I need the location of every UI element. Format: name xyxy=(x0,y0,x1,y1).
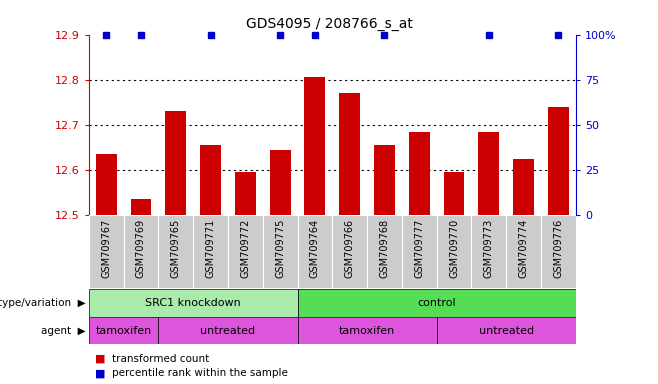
Bar xyxy=(513,159,534,215)
Bar xyxy=(443,172,465,215)
Text: GSM709772: GSM709772 xyxy=(240,219,250,278)
Bar xyxy=(340,93,360,215)
Bar xyxy=(200,145,221,215)
FancyBboxPatch shape xyxy=(506,215,541,288)
FancyBboxPatch shape xyxy=(228,215,263,288)
FancyBboxPatch shape xyxy=(297,317,437,344)
FancyBboxPatch shape xyxy=(541,215,576,288)
FancyBboxPatch shape xyxy=(471,215,506,288)
FancyBboxPatch shape xyxy=(89,317,159,344)
Bar xyxy=(96,154,116,215)
Text: GSM709767: GSM709767 xyxy=(101,219,111,278)
FancyBboxPatch shape xyxy=(437,317,576,344)
FancyBboxPatch shape xyxy=(437,215,471,288)
Text: GSM709774: GSM709774 xyxy=(519,219,528,278)
Text: untreated: untreated xyxy=(201,326,255,336)
Text: GSM709773: GSM709773 xyxy=(484,219,494,278)
Text: GSM709777: GSM709777 xyxy=(415,219,424,278)
FancyBboxPatch shape xyxy=(263,215,297,288)
FancyBboxPatch shape xyxy=(89,215,124,288)
FancyBboxPatch shape xyxy=(332,215,367,288)
Text: GSM709764: GSM709764 xyxy=(310,219,320,278)
Bar xyxy=(409,132,430,215)
Bar xyxy=(235,172,256,215)
Text: GSM709769: GSM709769 xyxy=(136,219,146,278)
Text: control: control xyxy=(417,298,456,308)
Bar xyxy=(305,78,325,215)
Text: GDS4095 / 208766_s_at: GDS4095 / 208766_s_at xyxy=(245,17,413,31)
Text: agent  ▶: agent ▶ xyxy=(41,326,86,336)
Text: percentile rank within the sample: percentile rank within the sample xyxy=(112,368,288,378)
FancyBboxPatch shape xyxy=(367,215,402,288)
Bar xyxy=(165,111,186,215)
Text: GSM709776: GSM709776 xyxy=(553,219,563,278)
Text: GSM709765: GSM709765 xyxy=(171,219,181,278)
Bar xyxy=(548,107,569,215)
FancyBboxPatch shape xyxy=(89,289,297,317)
Bar xyxy=(130,199,151,215)
Text: GSM709768: GSM709768 xyxy=(380,219,390,278)
Text: transformed count: transformed count xyxy=(112,354,209,364)
Text: ■: ■ xyxy=(95,354,106,364)
Bar xyxy=(478,132,499,215)
Text: GSM709771: GSM709771 xyxy=(205,219,216,278)
Text: GSM709770: GSM709770 xyxy=(449,219,459,278)
FancyBboxPatch shape xyxy=(297,289,576,317)
Text: untreated: untreated xyxy=(478,326,534,336)
Text: tamoxifen: tamoxifen xyxy=(95,326,152,336)
Bar xyxy=(270,150,291,215)
Text: tamoxifen: tamoxifen xyxy=(339,326,395,336)
Text: GSM709775: GSM709775 xyxy=(275,219,285,278)
Bar xyxy=(374,145,395,215)
FancyBboxPatch shape xyxy=(402,215,437,288)
FancyBboxPatch shape xyxy=(159,317,297,344)
Text: genotype/variation  ▶: genotype/variation ▶ xyxy=(0,298,86,308)
Text: GSM709766: GSM709766 xyxy=(345,219,355,278)
FancyBboxPatch shape xyxy=(193,215,228,288)
FancyBboxPatch shape xyxy=(124,215,159,288)
FancyBboxPatch shape xyxy=(159,215,193,288)
FancyBboxPatch shape xyxy=(297,215,332,288)
Text: SRC1 knockdown: SRC1 knockdown xyxy=(145,298,241,308)
Text: ■: ■ xyxy=(95,368,106,378)
